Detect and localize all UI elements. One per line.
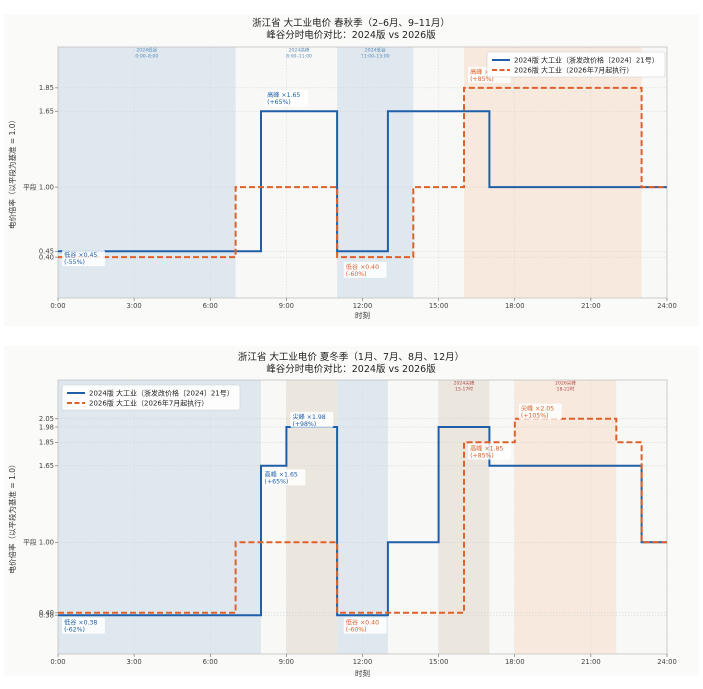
annotation-box [343, 261, 387, 278]
series-line-s2024 [58, 426, 667, 617]
y-tick-label: 0.45 [39, 248, 54, 256]
legend-label: 2026版 大工业（2026年7月起执行） [514, 66, 633, 75]
data-label: (+98%) [292, 421, 316, 428]
chart-subtitle: 峰谷分时电价对比：2024版 vs 2026版 [266, 363, 436, 375]
band-label: 2024低谷 0:00–8:00 [135, 47, 158, 60]
x-tick-label: 6:00 [203, 302, 218, 310]
data-label: (+85%) [470, 76, 494, 83]
x-tick-label: 12:00 [353, 302, 373, 310]
y-tick-label: 1.65 [39, 462, 54, 470]
series-line-s2024 [58, 110, 667, 253]
x-tick-label: 9:00 [279, 302, 294, 310]
x-tick-label: 3:00 [126, 302, 141, 310]
x-tick-label: 18:00 [505, 658, 525, 666]
y-tick-label: 0.38 [39, 611, 54, 619]
y-tick-label: 0.40 [39, 253, 54, 261]
x-tick-label: 15:00 [429, 658, 449, 666]
data-label: 尖峰 ×2.05 [521, 405, 554, 413]
legend-label: 2024版 大工业（浙发改价格〔2024〕21号） [89, 389, 234, 398]
y-tick-label: 2.05 [39, 415, 54, 423]
period-band [464, 47, 642, 298]
data-label: (-60%) [346, 271, 367, 278]
chart-spring-autumn: 浙江省 大工业电价 春秋季（2–6月、9–11月）峰谷分时电价对比：2024版 … [4, 14, 699, 326]
chart-title: 浙江省 大工业电价 春秋季（2–6月、9–11月） [252, 17, 450, 29]
y-tick-label: 平段 1.00 [23, 182, 54, 191]
data-label: (+65%) [267, 99, 291, 106]
x-tick-label: 15:00 [429, 302, 449, 310]
x-tick-label: 24:00 [657, 302, 677, 310]
chart-subtitle: 峰谷分时电价对比：2024版 vs 2026版 [266, 29, 436, 41]
data-label: (-62%) [64, 627, 85, 634]
data-label: (-55%) [64, 259, 85, 266]
annotation-box [468, 443, 511, 460]
series-line-s2026 [58, 417, 667, 614]
legend-label: 2024版 大工业（浙发改价格〔2024〕21号） [514, 56, 659, 65]
period-band [58, 380, 261, 654]
band-label: 2024尖峰 15-17时 [454, 380, 475, 393]
x-tick-label: 18:00 [505, 302, 525, 310]
y-tick-label: 1.85 [39, 439, 54, 447]
period-band [514, 380, 617, 654]
y-axis-label: 电价倍率（以平段为基准 = 1.0） [7, 116, 17, 229]
data-label: 高峰 ×1.65 [265, 470, 298, 478]
annotation-box [62, 250, 105, 267]
x-tick-label: 6:00 [203, 658, 218, 666]
legend-label: 2026版 大工业（2026年7月起执行） [89, 399, 208, 408]
chart-summer-winter: 浙江省 大工业电价 夏冬季（1月、7月、8月、12月）峰谷分时电价对比：2024… [4, 346, 699, 678]
annotation-box [518, 403, 562, 420]
x-axis-label: 时刻 [355, 310, 370, 320]
data-label: (+105%) [521, 413, 549, 420]
y-axis-label: 电价倍率（以平段为基准 = 1.0） [7, 461, 17, 574]
series-line-s2026 [58, 86, 667, 259]
x-tick-label: 21:00 [581, 302, 601, 310]
band-label: 2024高峰 8:00–11:00 [286, 47, 312, 60]
annotation-box [62, 617, 105, 634]
y-tick-label: 平段 1.00 [23, 538, 54, 547]
data-label: 低谷 ×0.40 [346, 263, 379, 271]
x-tick-label: 0:00 [50, 302, 65, 310]
annotation-box [265, 90, 308, 107]
data-label: 高峰 ×1.85 [470, 445, 503, 453]
y-tick-label: 1.65 [39, 108, 54, 116]
x-axis-label: 时刻 [355, 668, 370, 678]
legend-box [61, 384, 241, 411]
data-label: 低谷 ×0.45 [64, 251, 97, 259]
x-tick-label: 3:00 [126, 658, 141, 666]
annotation-box [343, 617, 387, 634]
period-band [337, 47, 414, 298]
y-tick-label: 0.40 [39, 609, 54, 617]
data-label: 低谷 ×0.40 [346, 619, 379, 627]
data-label: (+65%) [265, 478, 289, 485]
x-tick-label: 24:00 [657, 658, 677, 666]
legend-box [486, 51, 666, 78]
x-tick-label: 12:00 [353, 658, 373, 666]
annotation-box [290, 411, 334, 428]
x-tick-label: 21:00 [581, 658, 601, 666]
band-label: 2024低谷 11:00–13:00 [361, 47, 390, 60]
chart-title: 浙江省 大工业电价 夏冬季（1月、7月、8月、12月） [238, 351, 464, 363]
data-label: 高峰 ×1.65 [267, 91, 300, 99]
data-label: 尖峰 ×1.98 [292, 413, 325, 421]
annotation-box [262, 469, 306, 486]
data-label: (+85%) [470, 453, 494, 460]
data-label: 低谷 ×0.38 [64, 619, 97, 627]
y-tick-label: 1.98 [39, 423, 54, 431]
data-label: (-60%) [346, 627, 367, 634]
band-label: 2026尖峰 18-22时 [555, 380, 576, 393]
x-tick-label: 0:00 [50, 658, 65, 666]
y-tick-label: 1.85 [39, 84, 54, 92]
x-tick-label: 9:00 [279, 658, 294, 666]
